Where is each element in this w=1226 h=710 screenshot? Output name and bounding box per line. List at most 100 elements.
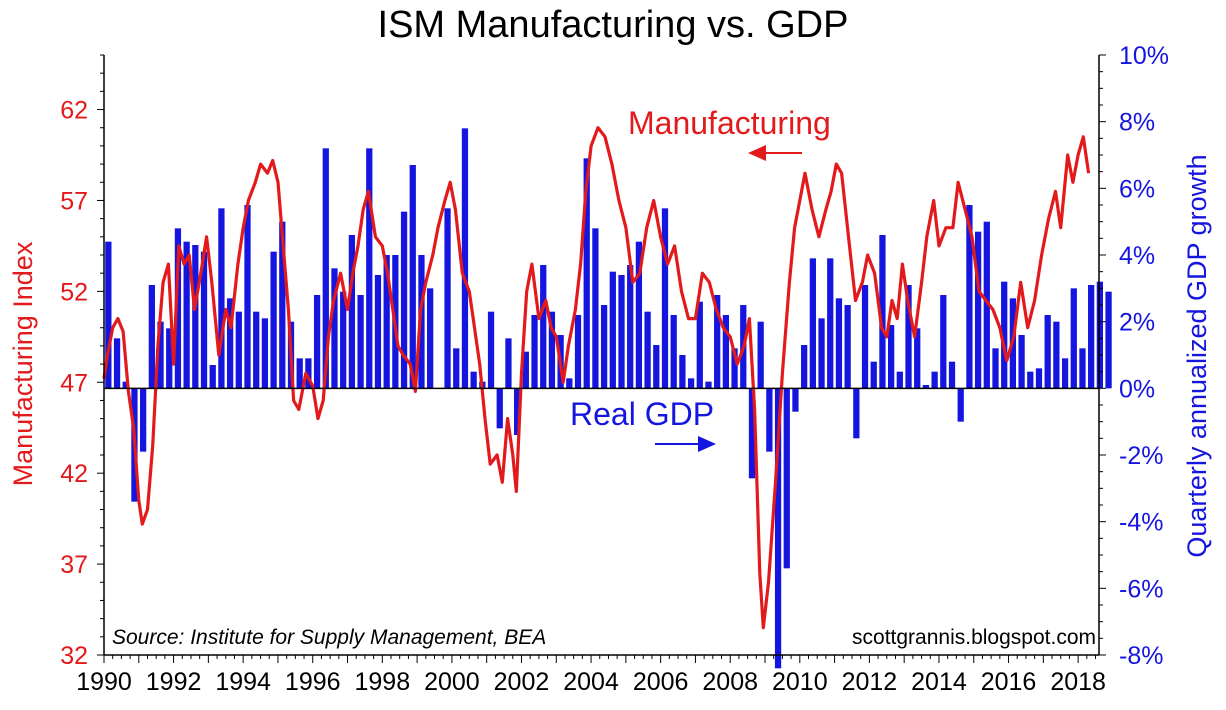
right-tick-label: 2% bbox=[1119, 309, 1155, 337]
gdp-bar bbox=[105, 241, 112, 389]
x-tick-label: 1992 bbox=[146, 668, 202, 696]
gdp-bar bbox=[853, 388, 860, 439]
gdp-bar bbox=[444, 208, 451, 389]
gdp-bar bbox=[679, 355, 686, 389]
gdp-bar bbox=[966, 205, 973, 389]
gdp-bar bbox=[600, 305, 608, 389]
gdp-bar bbox=[461, 128, 469, 389]
gdp-bar bbox=[1061, 358, 1069, 389]
gdp-bar bbox=[618, 275, 625, 389]
x-tick-label: 2012 bbox=[842, 668, 898, 696]
gdp-bar bbox=[844, 305, 851, 389]
gdp-bar bbox=[453, 348, 460, 389]
gdp-bar bbox=[322, 148, 329, 389]
gdp-bar bbox=[687, 378, 695, 389]
right-tick-label: 10% bbox=[1119, 42, 1169, 70]
gdp-bar bbox=[226, 298, 234, 389]
gdp-bar bbox=[774, 388, 782, 669]
gdp-bar bbox=[809, 258, 816, 389]
gdp-bar bbox=[122, 381, 129, 389]
gdp-bar bbox=[470, 371, 477, 389]
gdp-bar bbox=[722, 315, 729, 389]
right-tick-label: -8% bbox=[1119, 642, 1163, 670]
gdp-bar bbox=[522, 351, 529, 389]
credit-note: scottgrannis.blogspot.com bbox=[852, 626, 1096, 649]
right-tick-label: -4% bbox=[1119, 509, 1163, 537]
gdp-bar bbox=[627, 265, 634, 389]
manufacturing-line-layer bbox=[102, 126, 1091, 630]
gdp-bar bbox=[348, 235, 356, 389]
left-arrow-icon bbox=[748, 145, 802, 161]
gdp-bar bbox=[644, 311, 651, 389]
gdp-bar bbox=[366, 148, 373, 389]
gdp-bar bbox=[914, 328, 921, 389]
gdp-bar bbox=[418, 255, 425, 389]
right-axis-label: Quarterly annualized GDP growth bbox=[1182, 154, 1212, 557]
gdp-bar bbox=[731, 348, 738, 389]
gdp-bar bbox=[1070, 288, 1077, 389]
gdp-bar bbox=[305, 358, 312, 389]
gdp-bar bbox=[983, 221, 990, 389]
gdp-bar bbox=[609, 271, 616, 389]
gdp-bar bbox=[140, 388, 147, 452]
gdp-bar bbox=[157, 321, 164, 389]
gdp-bar bbox=[870, 361, 877, 389]
gdp-bar bbox=[783, 388, 790, 569]
right-tick-label: -6% bbox=[1119, 575, 1163, 603]
right-tick-label: 0% bbox=[1119, 375, 1155, 403]
gdp-bar bbox=[835, 298, 843, 389]
left-tick-label: 37 bbox=[60, 551, 88, 579]
gdp-bar bbox=[661, 208, 669, 389]
gdp-bar bbox=[505, 338, 512, 389]
gdp-bar bbox=[896, 371, 903, 389]
gdp-bar bbox=[514, 388, 521, 435]
gdp-bar bbox=[801, 345, 808, 389]
x-tick-label: 1996 bbox=[285, 668, 341, 696]
left-tick-label: 52 bbox=[60, 278, 88, 306]
right-tick-label: 6% bbox=[1119, 175, 1155, 203]
gdp-bar bbox=[957, 388, 964, 422]
right-tick-label: 4% bbox=[1119, 242, 1155, 270]
chart-title: ISM Manufacturing vs. GDP bbox=[377, 4, 849, 46]
gdp-bar bbox=[400, 211, 408, 389]
gdp-bar bbox=[357, 295, 364, 389]
gdp-bar bbox=[235, 311, 242, 389]
x-tick-label: 2004 bbox=[563, 668, 619, 696]
gdp-annotation: Real GDP bbox=[570, 396, 714, 432]
x-tick-label: 1990 bbox=[76, 668, 132, 696]
gdp-bar bbox=[931, 371, 938, 389]
x-tick-label: 1994 bbox=[215, 668, 271, 696]
gdp-bar bbox=[583, 158, 590, 389]
gdp-bar bbox=[331, 268, 338, 389]
right-tick-label: -2% bbox=[1119, 442, 1163, 470]
x-tick-label: 2006 bbox=[633, 668, 689, 696]
gdp-bar bbox=[1096, 281, 1103, 389]
gdp-bar bbox=[531, 315, 538, 389]
gdp-bar bbox=[1027, 371, 1034, 389]
gdp-bar bbox=[200, 251, 208, 389]
x-tick-label: 2014 bbox=[911, 668, 967, 696]
gdp-bar bbox=[374, 275, 382, 389]
gdp-bar bbox=[566, 378, 573, 389]
gdp-bar bbox=[992, 348, 999, 389]
gdp-bar bbox=[974, 231, 982, 389]
gdp-bar bbox=[922, 385, 930, 389]
gdp-bar bbox=[696, 301, 703, 389]
gdp-bar bbox=[113, 338, 121, 389]
x-tick-label: 1998 bbox=[355, 668, 411, 696]
gdp-bar bbox=[166, 328, 173, 389]
gdp-bar bbox=[487, 311, 495, 389]
gdp-bar bbox=[218, 208, 225, 389]
left-tick-label: 62 bbox=[60, 97, 88, 125]
gdp-bar bbox=[635, 241, 643, 389]
gdp-bar bbox=[174, 228, 182, 389]
left-tick-label: 42 bbox=[60, 460, 88, 488]
gdp-bar bbox=[940, 295, 947, 389]
gdp-bar bbox=[748, 388, 756, 479]
gdp-bar bbox=[496, 388, 503, 429]
left-tick-label: 47 bbox=[60, 369, 88, 397]
gdp-bar bbox=[818, 318, 825, 389]
x-tick-label: 2000 bbox=[424, 668, 480, 696]
x-tick-label: 2002 bbox=[494, 668, 550, 696]
